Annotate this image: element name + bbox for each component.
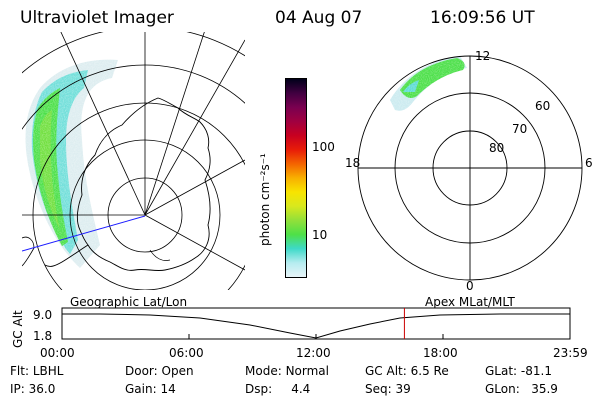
orbit-track-line bbox=[22, 215, 146, 252]
geographic-map-panel bbox=[22, 32, 245, 290]
instrument-title: Ultraviolet Imager bbox=[20, 8, 174, 28]
time-tick-0: 00:00 bbox=[40, 346, 75, 360]
time-tick-3: 18:00 bbox=[423, 346, 458, 360]
time-tick-2: 12:00 bbox=[296, 346, 331, 360]
time-tick-4: 23:59 bbox=[553, 346, 588, 360]
time-tick-1: 06:00 bbox=[169, 346, 204, 360]
info-ip: IP: 36.0 bbox=[10, 382, 56, 396]
altitude-ytick-bottom: 1.8 bbox=[33, 329, 52, 343]
coastline bbox=[76, 97, 211, 272]
altitude-ylabel: GC Alt bbox=[11, 310, 25, 348]
mlat-label-80: 80 bbox=[489, 141, 504, 155]
polar-caption: Apex MLat/MLT bbox=[425, 295, 515, 309]
x-ticks bbox=[188, 334, 444, 339]
info-gc-alt: GC Alt: 6.5 Re bbox=[365, 364, 449, 378]
time-label: 16:09:56 UT bbox=[430, 8, 535, 28]
mlat-label-60: 60 bbox=[535, 99, 550, 113]
info-door: Door: Open bbox=[125, 364, 194, 378]
mlt-axes bbox=[358, 56, 582, 280]
polar-mlt-panel: 12 18 6 0 60 70 80 bbox=[345, 49, 593, 293]
info-gain: Gain: 14 bbox=[125, 382, 176, 396]
geo-caption: Geographic Lat/Lon bbox=[70, 295, 188, 309]
altitude-timeline: 9.0 1.8 GC Alt 00:00 06:00 12:00 18:00 2… bbox=[11, 307, 588, 360]
info-glon: GLon: 35.9 bbox=[485, 382, 558, 396]
colorbar bbox=[285, 78, 307, 278]
info-dsp: Dsp: 4.4 bbox=[245, 382, 311, 396]
altitude-ytick-top: 9.0 bbox=[33, 308, 52, 322]
info-mode: Mode: Normal bbox=[245, 364, 329, 378]
mlt-label-6: 6 bbox=[585, 156, 593, 170]
mlt-label-18: 18 bbox=[345, 156, 360, 170]
mlat-label-70: 70 bbox=[512, 122, 527, 136]
date-label: 04 Aug 07 bbox=[275, 8, 363, 28]
mlt-label-12: 12 bbox=[475, 49, 490, 63]
info-flt: Flt: LBHL bbox=[10, 364, 64, 378]
longitude-lines bbox=[22, 32, 245, 271]
info-glat: GLat: -81.1 bbox=[485, 364, 552, 378]
colorbar-tick-10: 10 bbox=[312, 228, 328, 242]
colorbar-unit-label: photon cm⁻²s⁻¹ bbox=[258, 153, 272, 246]
info-seq: Seq: 39 bbox=[365, 382, 411, 396]
mlt-label-0: 0 bbox=[466, 279, 474, 293]
colorbar-tick-100: 100 bbox=[312, 140, 335, 154]
